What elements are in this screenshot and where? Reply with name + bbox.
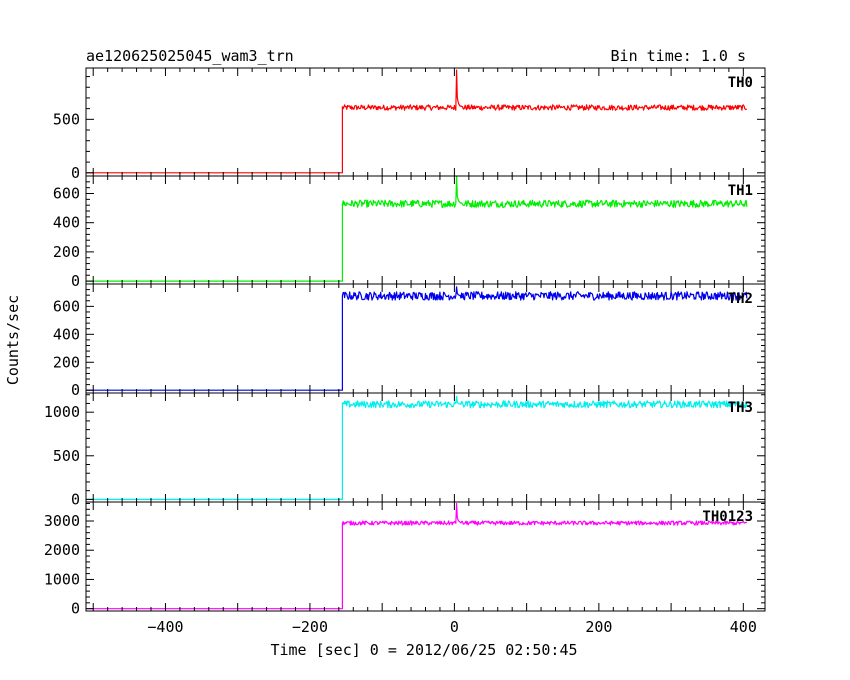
x-tick-label: 0 [450, 618, 459, 636]
bin-time-label: Bin time: 1.0 s [611, 47, 746, 65]
panel-th0123: 0 1000 2000 3000 TH0123 −400 −200 0 200 400 [44, 501, 766, 636]
y-tick-label: 0 [71, 272, 80, 290]
y-tick-label: 500 [53, 110, 80, 128]
y-tick-label: 1000 [44, 403, 80, 421]
y-tick-label: 200 [53, 353, 80, 371]
y-tick-label: 500 [53, 447, 80, 465]
y-tick-label: 2000 [44, 541, 80, 559]
panel-th3: 0 500 1000 TH3 [44, 392, 766, 508]
series-line-th0123 [86, 502, 748, 610]
y-tick-label: 600 [53, 297, 80, 315]
panel-frame-th1 [85, 175, 766, 285]
x-tick-label: 400 [730, 618, 757, 636]
x-axis-title: Time [sec] 0 = 2012/06/25 02:50:45 [270, 641, 577, 659]
series-line-th0 [86, 69, 748, 174]
y-tick-label: 400 [53, 214, 80, 232]
y-axis-title: Counts/sec [4, 295, 22, 385]
x-tick-label: 200 [585, 618, 612, 636]
panel-label-th1: TH1 [728, 183, 753, 199]
series-line-th3 [86, 395, 748, 500]
panels-group: 0 500 TH0 0 200 400 600 TH1 0 200 400 600 TH2 0 500 100… [44, 67, 766, 636]
y-tick-label: 0 [71, 164, 80, 182]
panel-th1: 0 200 400 600 TH1 [53, 175, 766, 290]
panel-frame-th0 [85, 67, 766, 177]
panel-label-th0123: TH0123 [702, 509, 753, 525]
observation-id-title: ae120625025045_wam3_trn [86, 47, 294, 65]
panel-frame-th0123 [85, 501, 766, 612]
y-tick-label: 0 [71, 600, 80, 618]
y-tick-label: 600 [53, 185, 80, 203]
panel-frame-th2 [85, 283, 766, 394]
y-tick-label: 400 [53, 325, 80, 343]
y-tick-label: 0 [71, 490, 80, 508]
y-tick-label: 0 [71, 381, 80, 399]
x-tick-label: −400 [147, 618, 183, 636]
y-tick-label: 1000 [44, 570, 80, 588]
panel-label-th3: TH3 [728, 400, 753, 416]
series-line-th1 [86, 175, 748, 282]
panel-th0: 0 500 TH0 [53, 67, 766, 182]
panel-label-th0: TH0 [728, 75, 753, 91]
series-line-th2 [86, 286, 748, 391]
panel-th2: 0 200 400 600 TH2 [53, 283, 766, 399]
panel-frame-th3 [85, 392, 766, 503]
panel-label-th2: TH2 [728, 291, 753, 307]
x-tick-label: −200 [292, 618, 328, 636]
y-tick-label: 3000 [44, 512, 80, 530]
y-tick-label: 200 [53, 243, 80, 261]
